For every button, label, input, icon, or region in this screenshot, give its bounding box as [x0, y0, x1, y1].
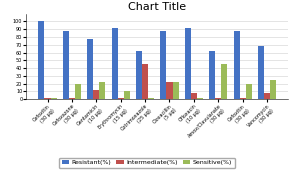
Bar: [270, 80, 276, 99]
Bar: [215, 98, 221, 99]
Bar: [240, 98, 246, 99]
Bar: [197, 98, 203, 99]
Bar: [136, 51, 142, 99]
Bar: [142, 64, 148, 99]
Bar: [258, 46, 264, 99]
Bar: [38, 21, 44, 99]
Bar: [118, 98, 124, 99]
Bar: [264, 93, 270, 99]
Bar: [124, 91, 130, 99]
Bar: [233, 31, 240, 99]
Bar: [69, 98, 75, 99]
Bar: [148, 98, 154, 99]
Bar: [209, 51, 215, 99]
Bar: [246, 84, 252, 99]
Bar: [221, 64, 228, 99]
Bar: [93, 90, 99, 99]
Bar: [166, 82, 173, 99]
Bar: [191, 93, 197, 99]
Bar: [111, 28, 118, 99]
Bar: [173, 82, 179, 99]
Title: Chart Title: Chart Title: [128, 2, 186, 11]
Bar: [44, 98, 51, 99]
Bar: [185, 28, 191, 99]
Bar: [160, 31, 166, 99]
Legend: Resistant(%), Intermediate(%), Sensitive(%): Resistant(%), Intermediate(%), Sensitive…: [59, 157, 235, 168]
Bar: [51, 98, 57, 99]
Bar: [63, 31, 69, 99]
Bar: [99, 82, 106, 99]
Bar: [87, 38, 93, 99]
Bar: [75, 84, 81, 99]
